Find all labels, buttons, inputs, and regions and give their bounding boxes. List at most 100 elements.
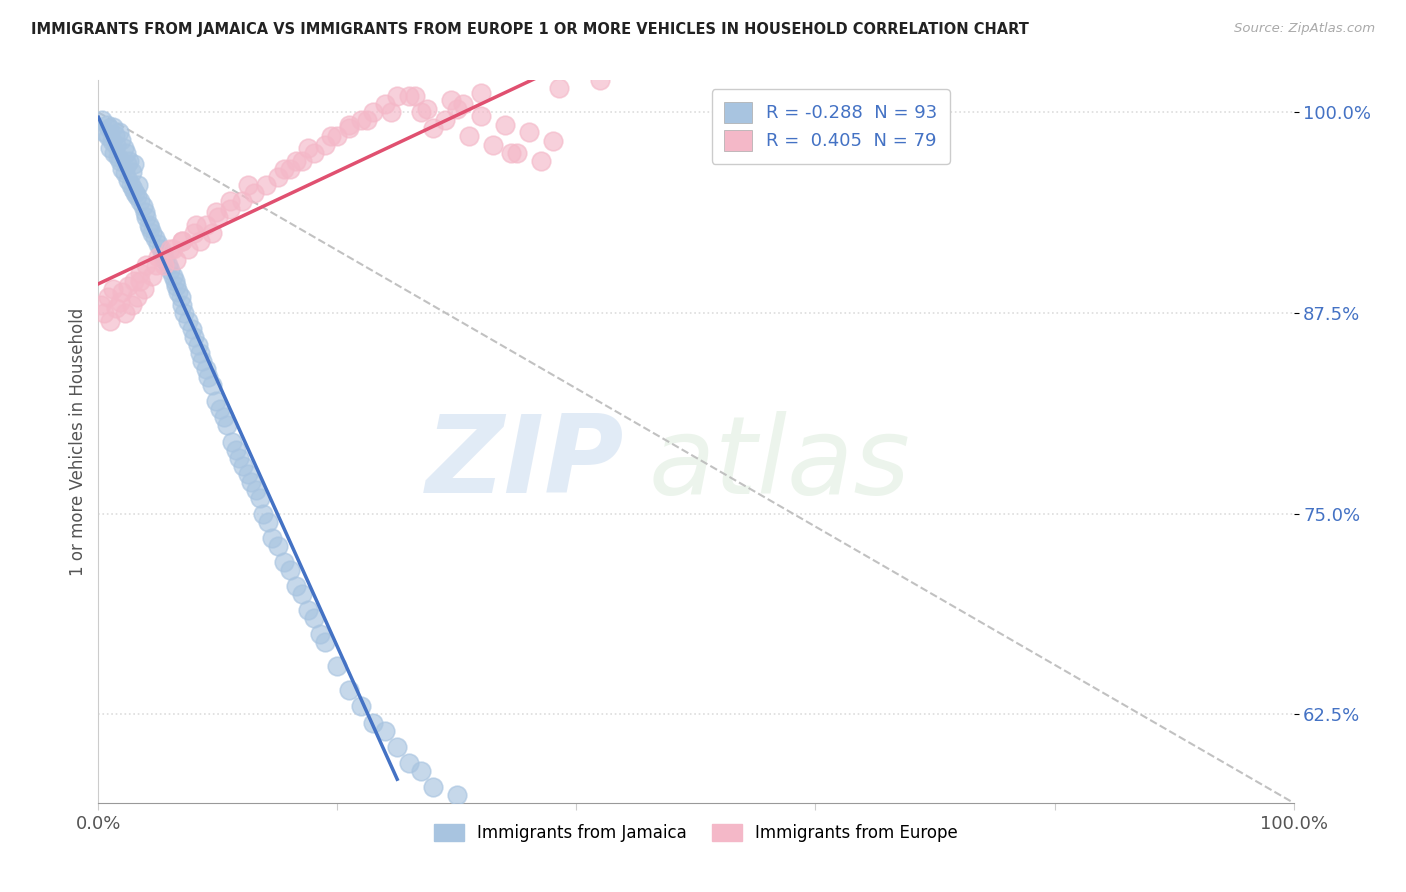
Point [434,113,457,128]
Point [172,234,194,248]
Point [101,120,124,134]
Point [129,194,152,208]
Point [236,178,259,192]
Point [398,89,420,103]
Point [217,418,239,433]
Point [148,250,170,264]
Point [517,125,540,139]
Point [132,282,155,296]
Point [177,314,200,328]
Point [363,715,385,730]
Point [100,134,122,148]
Point [107,125,129,139]
Legend: Immigrants from Jamaica, Immigrants from Europe: Immigrants from Jamaica, Immigrants from… [427,817,965,848]
Point [191,354,214,368]
Point [291,153,314,168]
Point [170,290,193,304]
Point [138,218,160,232]
Point [141,269,163,284]
Point [219,194,242,208]
Point [124,274,146,288]
Point [547,81,569,95]
Point [188,234,211,248]
Point [302,145,325,160]
Point [91,113,114,128]
Point [188,346,211,360]
Point [172,234,194,248]
Point [470,109,492,123]
Point [195,218,218,232]
Point [145,258,167,272]
Point [101,282,124,296]
Point [129,274,152,288]
Point [339,118,361,132]
Point [228,450,250,465]
Point [236,467,259,481]
Point [105,301,128,316]
Point [165,278,187,293]
Point [385,739,409,754]
Y-axis label: 1 or more Vehicles in Household: 1 or more Vehicles in Household [69,308,87,575]
Point [252,507,274,521]
Point [374,723,396,738]
Point [114,166,136,180]
Text: Source: ZipAtlas.com: Source: ZipAtlas.com [1234,22,1375,36]
Point [254,178,277,192]
Point [326,659,349,673]
Point [260,531,283,545]
Point [530,153,553,168]
Point [117,278,139,293]
Point [231,194,253,208]
Point [273,555,295,569]
Point [111,285,134,300]
Point [494,118,516,132]
Point [183,226,205,240]
Point [156,258,179,272]
Point [195,362,218,376]
Point [339,683,361,698]
Point [326,129,349,144]
Point [93,306,115,320]
Point [125,189,148,203]
Point [163,274,186,288]
Point [110,133,132,147]
Point [297,603,319,617]
Point [339,121,361,136]
Point [155,253,177,268]
Point [458,129,481,144]
Point [135,210,157,224]
Point [356,113,378,128]
Point [243,186,266,200]
Point [201,378,224,392]
Point [90,298,112,312]
Point [172,298,194,312]
Point [440,93,463,107]
Point [278,161,301,176]
Point [108,294,131,309]
Point [180,322,202,336]
Point [152,246,174,260]
Point [139,221,162,235]
Point [446,102,468,116]
Point [97,129,120,144]
Point [204,394,226,409]
Point [422,780,444,794]
Point [162,242,184,256]
Point [124,157,146,171]
Point [374,97,396,112]
Point [159,242,181,256]
Point [225,442,247,457]
Point [103,145,125,160]
Point [422,121,444,136]
Point [380,105,402,120]
Point [209,402,232,417]
Point [404,89,426,103]
Point [148,237,170,252]
Point [118,153,141,168]
Point [499,145,522,160]
Point [134,205,156,219]
Point [162,269,184,284]
Point [165,253,187,268]
Point [108,153,131,168]
Point [506,145,529,160]
